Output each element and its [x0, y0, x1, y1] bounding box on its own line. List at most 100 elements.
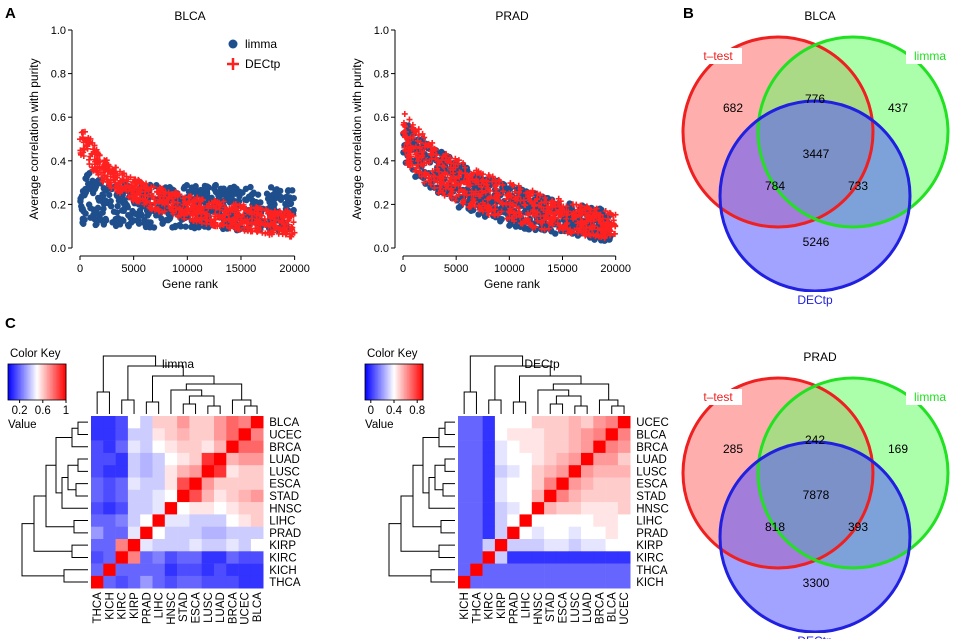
data-point	[284, 187, 292, 195]
color-key-step	[373, 364, 376, 400]
heatmap-cell	[507, 452, 520, 466]
data-point	[265, 210, 272, 217]
data-point	[147, 219, 154, 226]
heatmap-cell	[581, 502, 594, 515]
data-point	[484, 184, 491, 191]
color-key-step	[401, 364, 404, 400]
dendro-link	[207, 405, 221, 414]
data-point	[221, 208, 228, 215]
data-point	[564, 229, 571, 236]
data-point	[92, 150, 99, 157]
data-point	[272, 191, 280, 198]
data-point	[112, 179, 119, 186]
data-point	[555, 214, 562, 221]
heatmap-cell	[593, 477, 606, 491]
heatmap-cell	[617, 526, 631, 540]
venn-title: PRAD	[803, 350, 837, 364]
color-key-title: Color Key	[367, 348, 418, 360]
heatmap-cell	[177, 514, 190, 527]
heatmap-cell	[214, 502, 227, 515]
data-point	[87, 135, 94, 142]
heatmap-cell	[568, 489, 582, 503]
data-point	[404, 139, 411, 146]
data-point	[594, 226, 601, 233]
data-point	[487, 187, 494, 194]
heatmap-cell	[531, 551, 545, 564]
data-point	[111, 168, 118, 175]
data-point	[199, 196, 206, 203]
data-point	[509, 182, 516, 189]
heatmap-cell	[250, 551, 264, 564]
heatmap-cell	[531, 563, 545, 577]
data-point	[282, 229, 289, 236]
data-point	[589, 223, 596, 230]
heatmap-cell	[164, 477, 178, 491]
venn-set-label-limma: limma	[914, 49, 946, 63]
heatmap-cell	[531, 440, 545, 454]
data-point	[479, 187, 486, 194]
data-point	[435, 157, 442, 164]
color-key-step	[383, 364, 386, 400]
heatmap-cell	[605, 539, 619, 552]
data-point	[603, 225, 610, 232]
data-point	[427, 184, 434, 191]
heatmap-cell	[605, 575, 619, 589]
data-point	[549, 222, 556, 229]
color-key-step	[42, 364, 45, 400]
data-point	[120, 177, 127, 184]
dendro-link	[21, 523, 64, 577]
heatmap-cell	[201, 526, 215, 540]
data-point	[455, 182, 462, 189]
heatmap-cell	[226, 416, 239, 429]
data-point	[516, 188, 523, 195]
dendro-link	[463, 391, 477, 414]
data-point	[231, 206, 238, 213]
heatmap-cell	[605, 416, 619, 429]
data-point	[283, 203, 290, 210]
data-point	[430, 150, 437, 157]
heatmap-cell	[494, 502, 508, 515]
heatmap-cell	[91, 502, 104, 515]
heatmap-cell	[494, 526, 508, 540]
venn-count-ttest-dectp: 818	[765, 520, 785, 534]
dendro-link	[488, 399, 502, 414]
data-point	[537, 219, 544, 226]
heatmap-cell	[458, 440, 471, 454]
heatmap-cell	[531, 526, 545, 540]
heatmap-cell	[140, 514, 153, 527]
data-point	[450, 170, 457, 177]
data-point	[184, 210, 191, 217]
heatmap-cell	[238, 526, 252, 540]
data-point	[154, 188, 161, 195]
data-point	[89, 189, 97, 197]
data-point	[170, 210, 177, 217]
heatmap-cell	[494, 514, 508, 527]
data-point	[419, 152, 426, 159]
heatmap-cell	[568, 428, 582, 441]
data-point	[115, 187, 122, 194]
data-point	[446, 192, 453, 199]
heatmap-cell	[164, 575, 178, 589]
data-point	[534, 209, 541, 216]
data-point	[113, 209, 121, 216]
col-label: KIRP	[496, 592, 508, 619]
data-point	[229, 185, 236, 193]
col-label: LIHC	[154, 592, 166, 618]
row-label: UCEC	[269, 429, 302, 441]
data-point	[542, 212, 549, 219]
heatmap-cell	[519, 416, 533, 429]
data-point	[86, 141, 93, 148]
heatmap-title: limma	[162, 357, 194, 371]
color-key-step	[418, 364, 421, 400]
row-label: HNSC	[269, 503, 302, 515]
row-label: LIHC	[269, 516, 295, 528]
heatmap-cell	[214, 440, 227, 454]
data-point	[554, 200, 561, 207]
data-point	[475, 181, 482, 188]
data-point	[91, 215, 98, 223]
data-point	[504, 215, 511, 222]
dendro-link	[96, 391, 110, 414]
color-key-step	[38, 364, 41, 400]
heatmap-cell	[152, 551, 166, 564]
